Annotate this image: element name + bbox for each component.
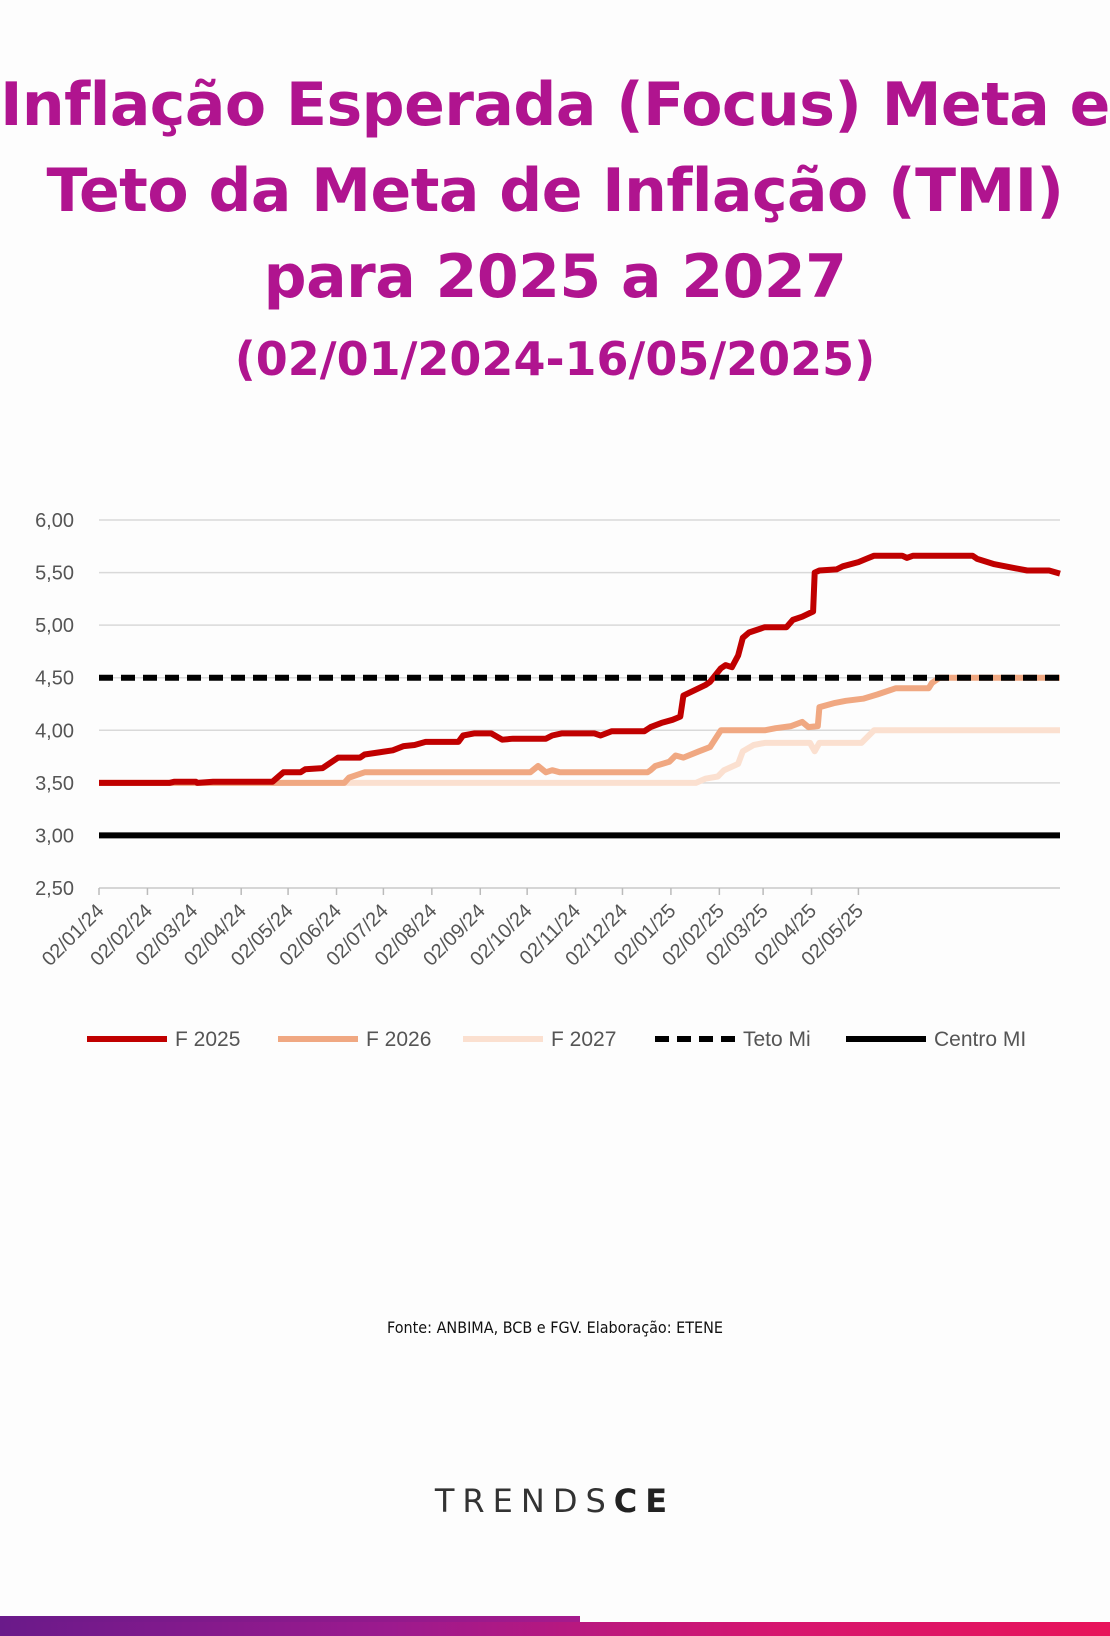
y-tick-label: 5,00	[35, 615, 74, 637]
legend-label: F 2027	[551, 1028, 616, 1051]
y-tick-label: 3,50	[35, 773, 74, 795]
logo-text-ce: CE	[613, 1482, 676, 1520]
footer-gradient-bar	[0, 1622, 1110, 1636]
y-tick-label: 6,00	[35, 510, 74, 532]
legend-label: F 2026	[366, 1028, 431, 1051]
trendsce-logo: TRENDSCE	[0, 1482, 1110, 1520]
title-line-2: Teto da Meta de Inflação (TMI)	[46, 156, 1064, 226]
legend-label: Centro MI	[934, 1028, 1026, 1051]
y-tick-label: 5,50	[35, 563, 74, 585]
y-tick-label: 4,50	[35, 668, 74, 690]
y-tick-label: 2,50	[35, 878, 74, 900]
legend-label: F 2025	[175, 1028, 240, 1051]
series-line-f-2026	[99, 674, 1060, 786]
line-chart: 2,503,003,504,004,505,005,506,0002/01/24…	[35, 510, 1061, 1051]
title-line-1: Inflação Esperada (Focus) Meta e	[0, 70, 1110, 140]
chart-title: Inflação Esperada (Focus) Meta e Teto da…	[0, 62, 1110, 394]
source-note: Fonte: ANBIMA, BCB e FGV. Elaboração: ET…	[387, 1318, 723, 1337]
legend-label: Teto Mi	[743, 1028, 811, 1051]
logo-text-trends: TRENDS	[434, 1482, 614, 1520]
title-line-3: para 2025 a 2027	[263, 242, 847, 312]
series-line-f-2025	[99, 552, 1061, 786]
y-tick-label: 3,00	[35, 825, 74, 847]
y-tick-label: 4,00	[35, 720, 74, 742]
series-line-f-2027	[99, 727, 1060, 786]
footer-accent	[0, 1616, 580, 1622]
chart-subtitle: (02/01/2024-16/05/2025)	[234, 332, 876, 386]
